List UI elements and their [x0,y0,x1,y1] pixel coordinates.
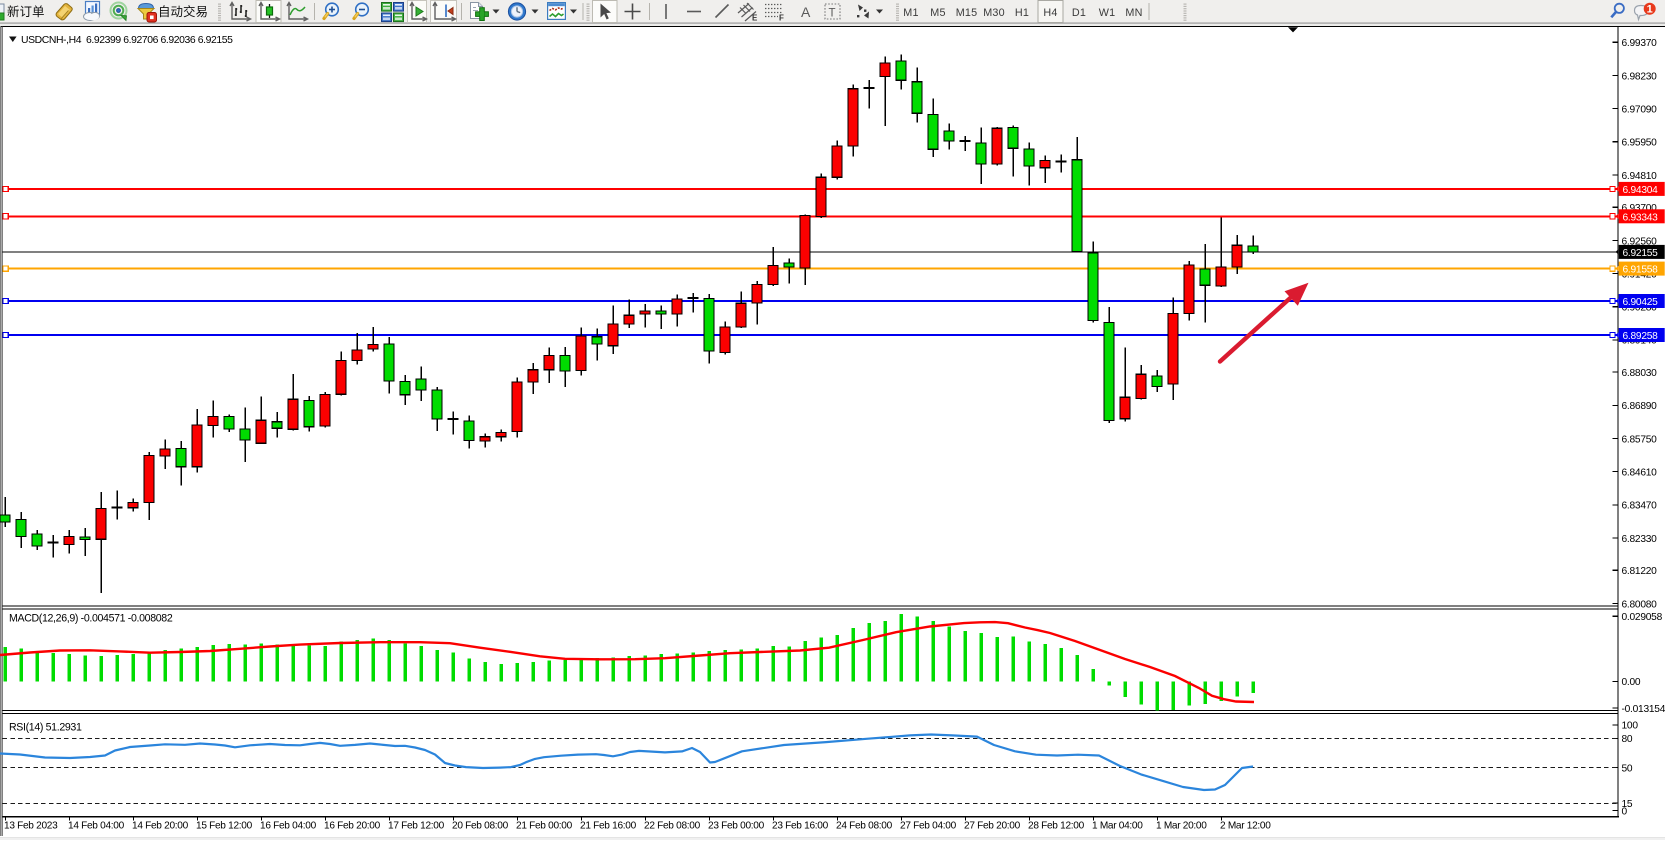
svg-text:6.98230: 6.98230 [1622,71,1658,82]
svg-text:6.91558: 6.91558 [1623,265,1659,276]
svg-text:2 Mar 12:00: 2 Mar 12:00 [1220,821,1271,832]
svg-text:M1: M1 [903,7,918,19]
svg-text:A: A [801,4,811,20]
svg-text:M5: M5 [930,7,945,19]
svg-text:T: T [829,8,836,20]
svg-text:D1: D1 [1072,7,1086,19]
svg-text:17 Feb 12:00: 17 Feb 12:00 [388,821,445,832]
svg-text:1 Mar 20:00: 1 Mar 20:00 [1156,821,1207,832]
svg-text:1: 1 [1647,4,1653,16]
svg-text:13 Feb 2023: 13 Feb 2023 [4,821,58,832]
svg-text:50: 50 [1622,763,1633,774]
svg-text:6.90425: 6.90425 [1623,297,1659,308]
svg-text:21 Feb 00:00: 21 Feb 00:00 [516,821,573,832]
svg-text:6.85750: 6.85750 [1622,434,1658,445]
svg-text:27 Feb 04:00: 27 Feb 04:00 [900,821,957,832]
svg-text:6.84610: 6.84610 [1622,468,1658,479]
svg-text:0: 0 [1622,807,1628,818]
svg-text:E: E [752,14,758,23]
svg-text:H4: H4 [1043,7,1057,19]
svg-text:M30: M30 [983,7,1005,19]
svg-text:6.95950: 6.95950 [1622,138,1658,149]
svg-text:6.82330: 6.82330 [1622,534,1658,545]
svg-text:6.83470: 6.83470 [1622,501,1658,512]
svg-text:1 Mar 04:00: 1 Mar 04:00 [1092,821,1143,832]
svg-text:6.81220: 6.81220 [1622,566,1658,577]
svg-text:24 Feb 08:00: 24 Feb 08:00 [836,821,893,832]
svg-text:W1: W1 [1099,7,1116,19]
svg-text:6.86890: 6.86890 [1622,401,1658,412]
svg-text:27 Feb 20:00: 27 Feb 20:00 [964,821,1021,832]
svg-text:自动交易: 自动交易 [158,4,208,19]
svg-text:H1: H1 [1015,7,1029,19]
svg-text:15 Feb 12:00: 15 Feb 12:00 [196,821,253,832]
svg-text:M15: M15 [956,7,978,19]
svg-text:0.00: 0.00 [1622,677,1641,688]
svg-text:USDCNH-,H4 6.92399 6.92706 6.: USDCNH-,H4 6.92399 6.92706 6.92036 6.921… [21,35,233,46]
svg-text:6.93343: 6.93343 [1623,212,1659,223]
svg-text:6.94810: 6.94810 [1622,171,1658,182]
svg-text:14 Feb 20:00: 14 Feb 20:00 [132,821,189,832]
svg-text:MACD(12,26,9) -0.004571 -0.008: MACD(12,26,9) -0.004571 -0.008082 [9,613,173,625]
svg-text:80: 80 [1622,734,1633,745]
svg-text:23 Feb 00:00: 23 Feb 00:00 [708,821,765,832]
svg-text:0.029058: 0.029058 [1622,612,1663,623]
svg-text:新订单: 新订单 [7,4,45,19]
svg-text:6.99370: 6.99370 [1622,38,1658,49]
svg-text:14 Feb 04:00: 14 Feb 04:00 [68,821,125,832]
svg-text:6.92155: 6.92155 [1623,248,1659,259]
svg-text:28 Feb 12:00: 28 Feb 12:00 [1028,821,1085,832]
svg-text:6.94304: 6.94304 [1623,185,1659,196]
svg-text:6.97090: 6.97090 [1622,104,1658,115]
svg-text:21 Feb 16:00: 21 Feb 16:00 [580,821,637,832]
svg-text:100: 100 [1622,721,1639,732]
svg-text:6.89258: 6.89258 [1623,331,1659,342]
svg-text:16 Feb 04:00: 16 Feb 04:00 [260,821,317,832]
svg-text:RSI(14) 51.2931: RSI(14) 51.2931 [9,722,82,734]
svg-text:20 Feb 08:00: 20 Feb 08:00 [452,821,509,832]
svg-text:16 Feb 20:00: 16 Feb 20:00 [324,821,381,832]
svg-text:23 Feb 16:00: 23 Feb 16:00 [772,821,829,832]
svg-text:-0.013154: -0.013154 [1622,704,1665,715]
svg-text:6.88030: 6.88030 [1622,368,1658,379]
svg-text:6.80080: 6.80080 [1622,599,1658,610]
svg-text:F: F [779,14,784,23]
svg-text:MN: MN [1125,7,1142,19]
svg-text:22 Feb 08:00: 22 Feb 08:00 [644,821,701,832]
